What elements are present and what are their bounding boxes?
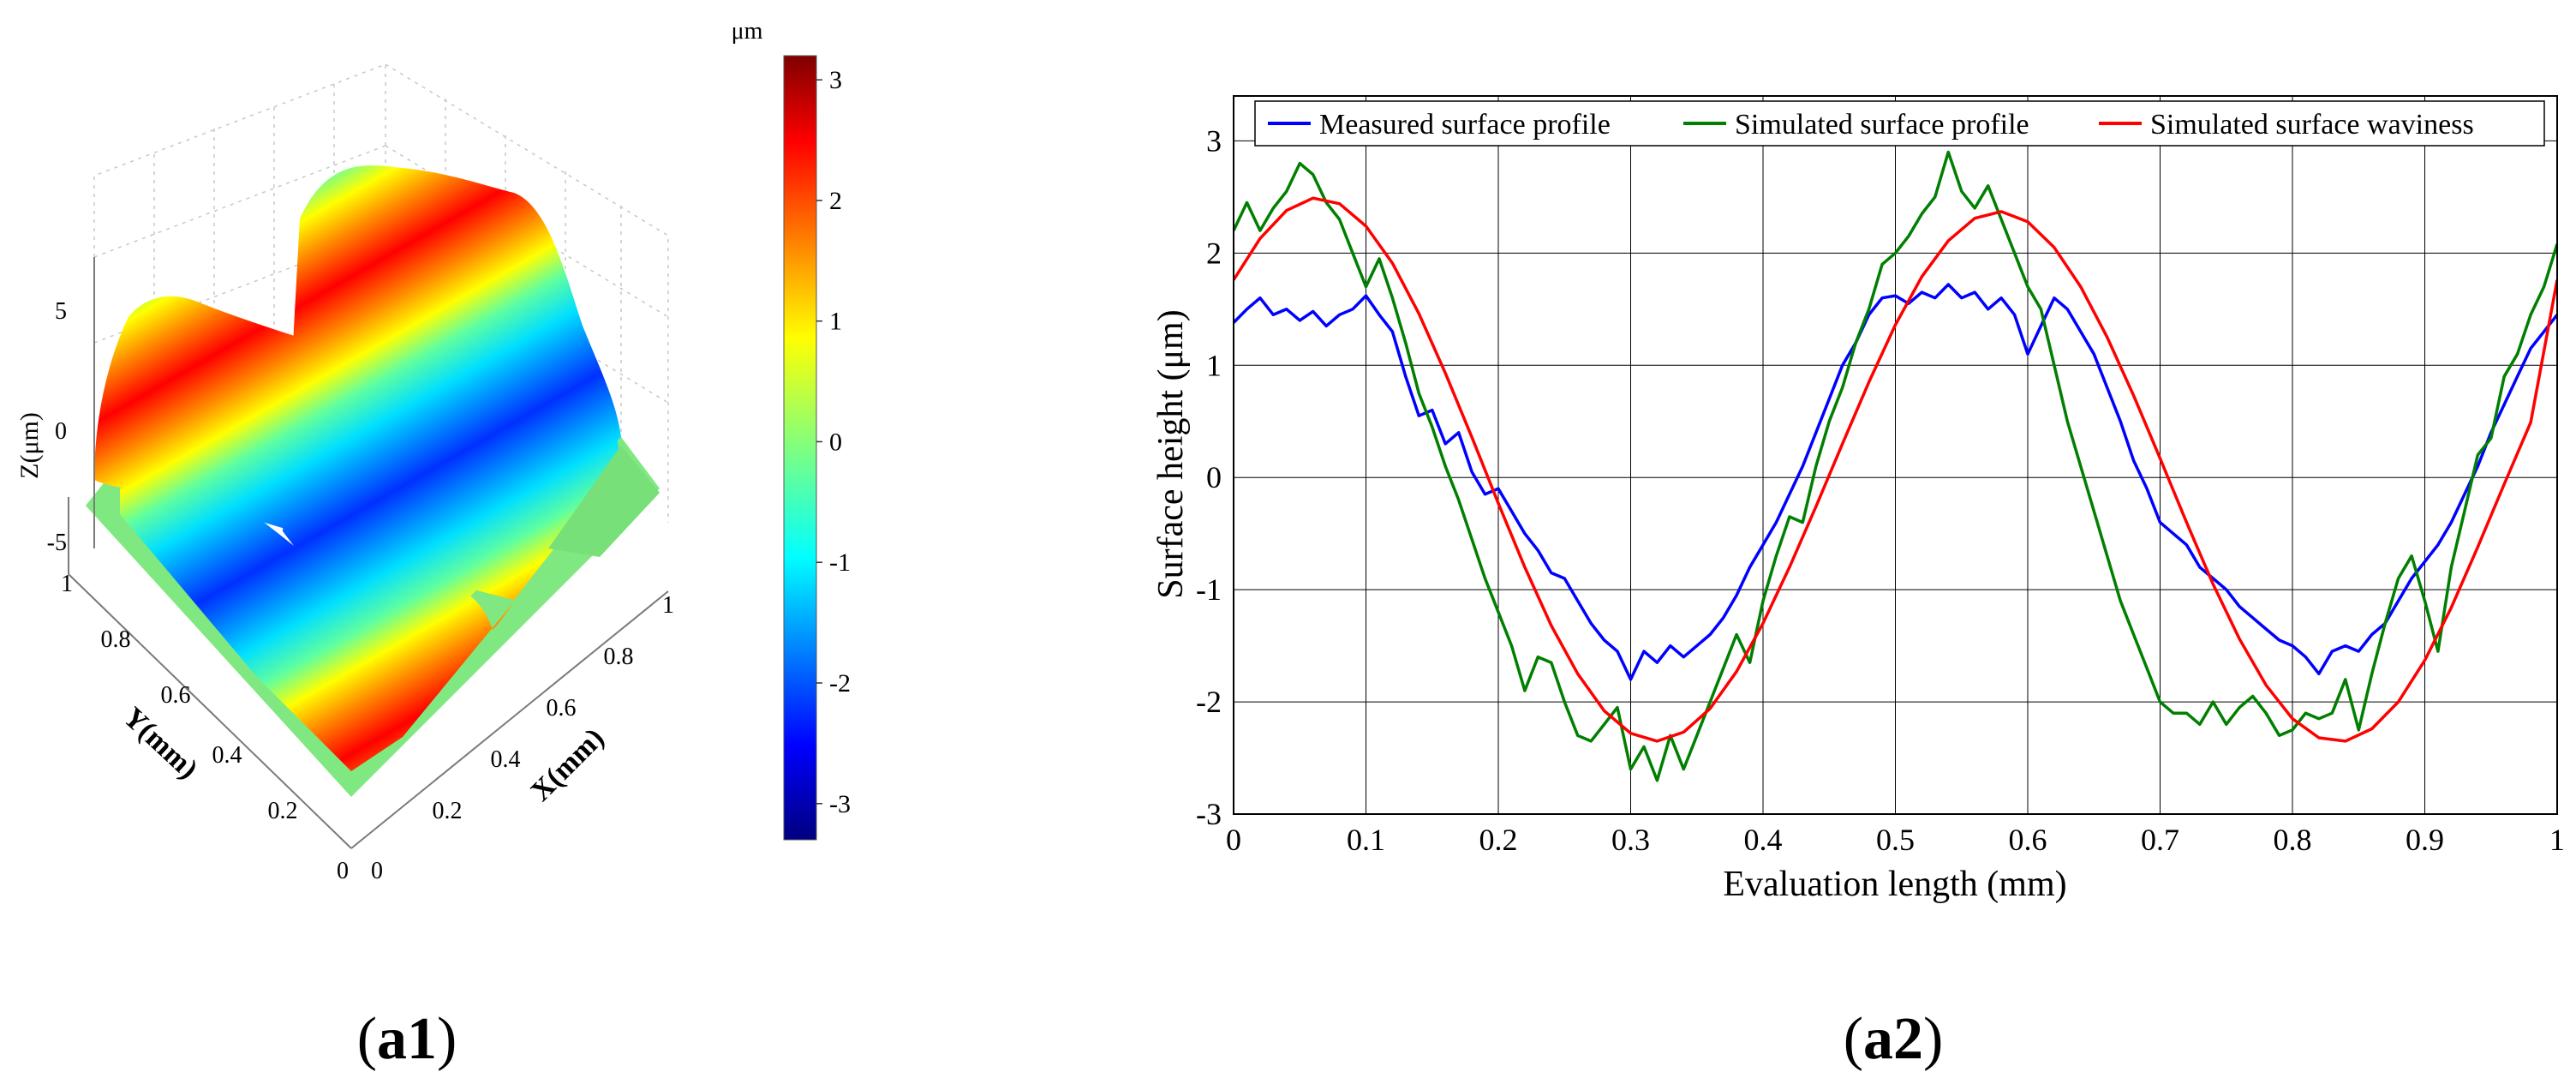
y-tick-label: 2 [1206, 236, 1222, 270]
legend-box [1254, 100, 2545, 147]
y-tick: 0.6 [161, 682, 191, 709]
surface-middle-ridge [94, 296, 621, 600]
legend: Measured surface profile Simulated surfa… [1254, 100, 2545, 147]
colorbar-tick-label: -2 [829, 669, 851, 698]
y-tick-label: -2 [1196, 685, 1222, 719]
y-tick: 1 [61, 571, 73, 597]
x-tick: 0.2 [433, 798, 463, 824]
x-axis-label: X(mm) [525, 722, 611, 808]
x-tick-label: 0.1 [1347, 823, 1385, 857]
z-tick: 5 [55, 298, 67, 325]
series-measured-profile [1234, 283, 2557, 681]
y-tick: 0.4 [212, 742, 242, 769]
x-tick-labels: 0 0.1 0.2 0.3 0.4 0.5 0.6 0.7 0.8 0.9 1 [1226, 823, 2565, 857]
y-axis-label: Y(mm) [117, 701, 204, 785]
y-tick-labels: -3 -2 -1 0 1 2 3 [1196, 123, 1222, 831]
colorbar-tick-label: -3 [829, 790, 851, 818]
surface-front-ridge [120, 482, 523, 771]
series-simulated-waviness [1234, 196, 2557, 743]
colorbar-tick-label: -1 [829, 548, 851, 577]
y-tick: 0 [337, 858, 349, 884]
x-tick: 1 [662, 592, 674, 619]
surface-plot-a1: 5 0 -5 Z(μm) 1 0.8 0.6 0.4 0.2 0 Y(mm) 0… [15, 63, 674, 884]
x-tick-label: 0.2 [1479, 823, 1518, 857]
y-tick-label: 3 [1206, 123, 1222, 158]
x-tick-label: 0.9 [2406, 823, 2444, 857]
colorbar-tick-label: 0 [829, 428, 842, 456]
y-tick-label: -3 [1196, 797, 1222, 831]
y-tick-label: 0 [1206, 460, 1222, 494]
colorbar-gradient [783, 55, 817, 841]
panel-label-a1: (a1) [357, 1006, 457, 1072]
surface-base-right [548, 446, 660, 557]
y-tick-label: -1 [1196, 572, 1222, 607]
colorbar-tick-label: 3 [829, 66, 842, 94]
series-simulated-profile [1234, 150, 2557, 782]
x-axis-title: Evaluation length (mm) [1723, 865, 2066, 904]
colorbar: μm 3 2 1 0 -1 -2 -3 [732, 18, 851, 841]
y-tick-label: 1 [1206, 348, 1222, 382]
x-tick: 0.6 [547, 695, 577, 722]
legend-label-simulated-profile: Simulated surface profile [1735, 109, 2029, 141]
chart-series [1234, 150, 2557, 782]
colorbar-tick-label: 2 [829, 187, 842, 215]
x-tick-label: 0.7 [2141, 823, 2179, 857]
x-tick: 0.8 [604, 644, 634, 670]
x-tick-label: 1 [2549, 823, 2565, 857]
y-axis-title: Surface height (μm) [1151, 309, 1191, 598]
y-tick: 0.8 [101, 626, 131, 653]
y-tick: 0.2 [268, 798, 298, 824]
x-tick: 0 [371, 858, 383, 884]
x-tick: 0.4 [491, 746, 521, 773]
panel-label-a2: (a2) [1844, 1006, 1944, 1072]
x-tick-label: 0.3 [1611, 823, 1650, 857]
z-axis-label: Z(μm) [15, 412, 44, 479]
x-tick-label: 0.4 [1744, 823, 1783, 857]
x-tick-label: 0.6 [2009, 823, 2047, 857]
z-tick: -5 [47, 530, 67, 556]
line-chart-a2: 0 0.1 0.2 0.3 0.4 0.5 0.6 0.7 0.8 0.9 1 -3 -2 -1 0 1 2 3… [1151, 95, 2565, 904]
plot-frame [1233, 95, 2558, 815]
x-tick-label: 0.5 [1876, 823, 1915, 857]
z-tick: 0 [55, 418, 67, 445]
colorbar-ticks: 3 2 1 0 -1 -2 -3 [816, 66, 851, 818]
x-tick-label: 0 [1226, 823, 1241, 857]
surface-axes [68, 257, 669, 849]
colorbar-unit: μm [732, 18, 763, 45]
legend-label-waviness: Simulated surface waviness [2150, 109, 2474, 141]
legend-label-measured: Measured surface profile [1319, 109, 1611, 141]
x-tick-label: 0.8 [2274, 823, 2312, 857]
chart-grid [1233, 96, 2558, 815]
colorbar-tick-label: 1 [829, 308, 842, 336]
